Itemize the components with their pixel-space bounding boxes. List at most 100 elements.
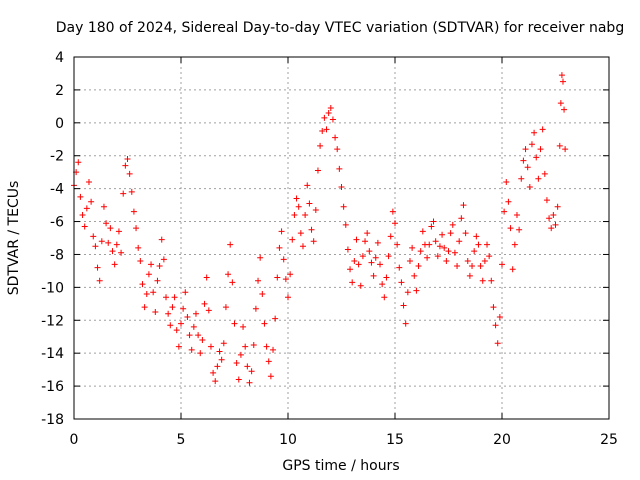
data-point [319, 128, 326, 135]
data-point [143, 290, 150, 297]
data-point [490, 304, 497, 311]
data-point [156, 262, 163, 269]
data-point [75, 159, 82, 166]
data-point [548, 225, 555, 232]
y-tick-label: -6 [50, 215, 64, 231]
data-point [244, 363, 251, 370]
data-point [184, 313, 191, 320]
data-point [171, 294, 178, 301]
data-point [349, 279, 356, 286]
x-tick-label: 0 [70, 432, 79, 448]
data-point [199, 337, 206, 344]
data-point [494, 340, 501, 347]
data-point [92, 243, 99, 250]
data-point [94, 264, 101, 271]
data-point [377, 261, 384, 268]
data-point [479, 277, 486, 284]
data-point [248, 368, 255, 375]
data-point [389, 208, 396, 215]
data-point [77, 193, 84, 200]
data-point [276, 244, 283, 251]
data-point [454, 262, 461, 269]
data-point [456, 238, 463, 245]
data-point [557, 100, 564, 107]
data-point [426, 241, 433, 248]
data-point [201, 300, 208, 307]
data-point [362, 238, 369, 245]
data-point [88, 198, 95, 205]
data-point [556, 142, 563, 149]
data-point [355, 261, 362, 268]
data-point [160, 256, 167, 263]
y-tick-label: -14 [41, 346, 64, 362]
data-point [507, 225, 514, 232]
data-point [321, 114, 328, 121]
y-tick-label: -10 [41, 280, 64, 296]
data-point [299, 243, 306, 250]
data-point [404, 289, 411, 296]
data-point [120, 190, 127, 197]
y-tick-label: -12 [41, 313, 64, 329]
data-point [111, 261, 118, 268]
data-point [308, 226, 315, 233]
data-point [499, 261, 505, 268]
data-point [274, 274, 281, 281]
data-point [546, 215, 553, 222]
data-point [190, 323, 197, 330]
data-point [340, 203, 347, 210]
data-point [278, 228, 285, 235]
data-point [163, 294, 170, 301]
data-point [304, 182, 311, 189]
data-point [218, 356, 225, 363]
data-point [342, 221, 349, 228]
data-point [317, 142, 324, 149]
data-point [434, 253, 441, 260]
data-point [113, 241, 120, 248]
data-point [526, 183, 533, 190]
data-point [524, 164, 531, 171]
data-point [443, 258, 450, 265]
data-point [314, 167, 321, 174]
data-point [561, 106, 568, 113]
data-point [158, 236, 165, 243]
data-point [182, 289, 189, 296]
data-point [366, 248, 373, 255]
data-point [237, 351, 244, 358]
data-point [424, 254, 431, 261]
y-tick-label: -18 [41, 412, 64, 428]
x-axis-label: GPS time / hours [282, 458, 399, 474]
data-point [302, 211, 309, 218]
data-point [552, 221, 559, 228]
data-point [511, 241, 518, 248]
data-point [207, 343, 214, 350]
data-point [406, 258, 413, 265]
data-point [233, 360, 240, 367]
data-point [100, 203, 107, 210]
data-point [428, 223, 435, 230]
data-point [165, 310, 172, 317]
data-point [312, 207, 319, 214]
data-point [323, 126, 330, 133]
data-point [522, 146, 529, 153]
data-point [357, 282, 364, 289]
data-point [441, 244, 448, 251]
data-point [533, 154, 540, 161]
data-point [439, 231, 446, 238]
data-point [167, 322, 174, 329]
data-point [484, 241, 491, 248]
data-point [291, 211, 298, 218]
data-point [145, 271, 152, 278]
data-point [222, 304, 229, 311]
data-point [332, 134, 339, 141]
data-point [272, 315, 279, 322]
data-point [381, 294, 388, 301]
data-point [85, 179, 92, 186]
data-point [462, 230, 469, 237]
y-tick-label: 4 [55, 50, 64, 66]
x-tick-label: 20 [493, 432, 511, 448]
data-point [180, 305, 187, 312]
data-point [537, 146, 544, 153]
data-point [413, 287, 420, 294]
data-point [445, 248, 452, 255]
